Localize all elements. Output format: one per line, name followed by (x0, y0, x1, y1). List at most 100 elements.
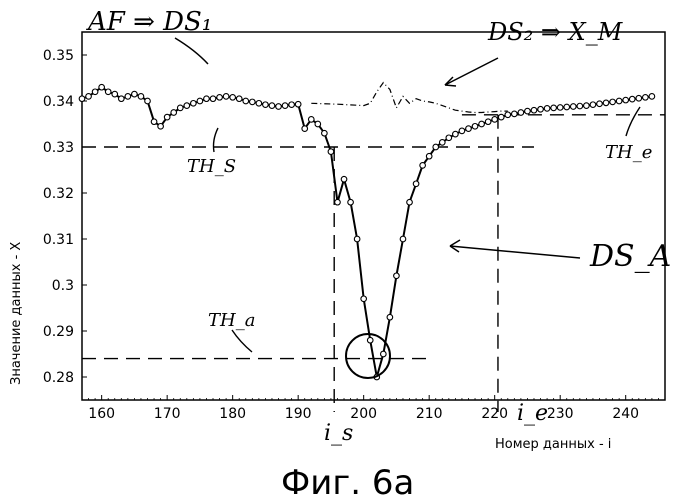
data-point-marker (354, 236, 360, 242)
annotation-top-left-arrow (175, 38, 208, 64)
y-tick-label: 0.34 (43, 94, 74, 110)
x-tick-label: 220 (481, 406, 508, 422)
data-point-marker (531, 107, 537, 113)
y-tick-label: 0.33 (43, 140, 74, 156)
data-point-marker (459, 128, 465, 134)
threshold-lines (82, 115, 665, 412)
data-point-marker (250, 99, 256, 105)
data-point-marker (505, 112, 511, 118)
data-point-marker (394, 273, 400, 279)
x-tick-label: 230 (547, 406, 574, 422)
data-point-marker (610, 99, 616, 105)
data-point-marker (184, 103, 190, 109)
data-point-marker (112, 91, 118, 97)
data-point-marker (446, 135, 452, 141)
data-point-marker (597, 101, 603, 107)
x-tick-label: 190 (285, 406, 312, 422)
data-point-marker (236, 96, 242, 102)
data-point-marker (570, 104, 576, 110)
data-point-marker (623, 97, 629, 103)
data-point-marker (453, 131, 459, 137)
data-point-marker (99, 84, 105, 90)
x-tick-label: 170 (154, 406, 181, 422)
data-point-marker (649, 94, 655, 100)
data-point-marker (92, 89, 98, 95)
data-point-marker (256, 101, 262, 107)
data-point-marker (400, 236, 406, 242)
x-tick-label: 240 (612, 406, 639, 422)
data-point-marker (348, 199, 354, 205)
y-tick-label: 0.35 (43, 48, 74, 64)
annotation-tha-tick (232, 330, 252, 352)
data-point-marker (439, 140, 445, 146)
data-point-marker (466, 126, 472, 132)
plot-border (82, 32, 665, 400)
data-point-marker (407, 199, 413, 205)
data-point-marker (322, 130, 328, 136)
data-point-marker (328, 149, 334, 155)
annotation-dsa-arrow (450, 246, 580, 258)
data-point-marker (433, 144, 439, 150)
data-point-marker (512, 111, 518, 117)
data-point-marker (636, 95, 642, 101)
data-point-marker (538, 106, 544, 112)
data-point-marker (564, 104, 570, 110)
data-point-marker (367, 337, 373, 343)
data-point-marker (341, 176, 347, 182)
data-point-marker (230, 95, 236, 101)
data-point-marker (269, 103, 275, 109)
data-point-marker (603, 100, 609, 106)
plot-frame (82, 32, 665, 400)
x-tick-label: 180 (219, 406, 246, 422)
data-point-marker (335, 199, 341, 205)
data-point-marker (643, 95, 649, 101)
y-tick-label: 0.29 (43, 324, 74, 340)
data-point-marker (289, 102, 295, 108)
data-point-marker (590, 102, 596, 108)
data-point-marker (243, 98, 249, 104)
annotation-ths-tick (214, 128, 219, 152)
series-line-ds2 (311, 83, 508, 113)
y-axis-label: Значение данных - X (9, 242, 24, 385)
x-axis-label: Номер данных - i (495, 437, 611, 452)
data-point-marker (518, 110, 524, 116)
data-point-marker (361, 296, 367, 302)
data-point-marker (577, 103, 583, 109)
data-point-marker (164, 114, 170, 120)
data-point-marker (282, 103, 288, 109)
data-point-marker (177, 105, 183, 111)
data-point-marker (151, 119, 157, 125)
data-point-marker (381, 351, 387, 357)
data-point-marker (551, 105, 557, 111)
y-tick-label: 0.32 (43, 186, 74, 202)
data-point-marker (132, 91, 138, 97)
data-point-marker (420, 163, 426, 169)
annotation-the-tick (626, 107, 640, 136)
data-point-marker (492, 117, 498, 123)
data-point-marker (138, 94, 144, 100)
annotation-dsa: DS_A (589, 239, 671, 274)
data-point-marker (197, 98, 203, 104)
data-point-marker (223, 94, 229, 100)
data-point-marker (295, 101, 301, 107)
data-point-marker (217, 95, 223, 101)
y-tick-label: 0.28 (43, 370, 74, 386)
data-point-marker (308, 117, 314, 123)
data-point-marker (616, 98, 622, 104)
data-point-marker (302, 126, 308, 132)
annotation-top-left: AF ⇒ DS₁ (86, 7, 212, 37)
y-tick-label: 0.3 (52, 278, 74, 294)
data-point-marker (544, 106, 550, 112)
y-tick-label: 0.31 (43, 232, 74, 248)
data-point-marker (413, 181, 419, 187)
data-point-marker (557, 105, 563, 111)
data-point-marker (204, 96, 210, 102)
x-tick-label: 200 (350, 406, 377, 422)
annotation-ie: i_e (517, 401, 548, 426)
data-point-marker (158, 124, 164, 130)
data-point-marker (105, 89, 111, 95)
data-point-marker (171, 110, 177, 116)
figure-caption: Фиг. 6а (281, 463, 414, 500)
data-point-marker (387, 314, 393, 320)
